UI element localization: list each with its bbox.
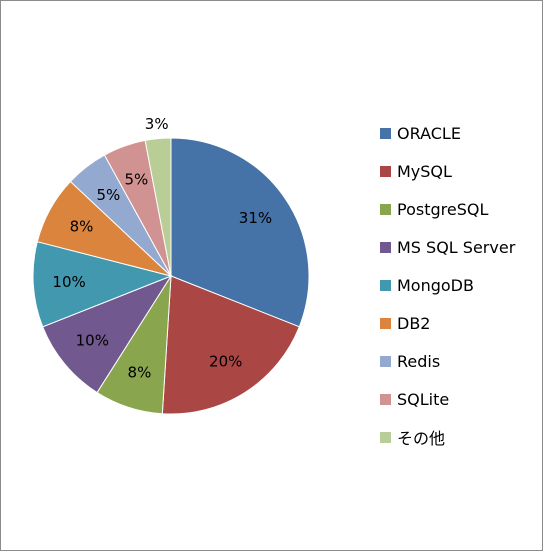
- data-label: 8%: [70, 217, 94, 235]
- legend-label: ORACLE: [397, 123, 461, 143]
- legend-swatch: [380, 241, 391, 253]
- legend: ORACLE MySQL PostgreSQL MS SQL Server Mo…: [380, 114, 515, 456]
- data-label: 5%: [125, 170, 149, 188]
- legend-label: PostgreSQL: [397, 199, 489, 219]
- legend-item-oracle: ORACLE: [380, 114, 515, 152]
- data-label: 10%: [76, 332, 109, 350]
- data-label: 31%: [239, 209, 272, 227]
- data-label: 10%: [52, 273, 85, 291]
- legend-swatch: [380, 279, 391, 291]
- legend-item-other: その他: [380, 418, 515, 456]
- legend-label: DB2: [397, 313, 431, 333]
- pie-slice: [42, 274, 173, 394]
- legend-label: MongoDB: [397, 275, 474, 295]
- legend-item-sqlite: SQLite: [380, 380, 515, 418]
- legend-item-redis: Redis: [380, 342, 515, 380]
- pie-slice: [144, 137, 172, 277]
- legend-label: MySQL: [397, 161, 452, 181]
- legend-label: その他: [397, 429, 446, 448]
- pie-slice: [170, 137, 310, 328]
- legend-swatch: [380, 165, 391, 177]
- data-label: 5%: [97, 186, 121, 204]
- legend-item-mysql: MySQL: [380, 152, 515, 190]
- data-label: 3%: [145, 115, 169, 133]
- pie-slice: [32, 241, 173, 328]
- legend-swatch: [380, 355, 391, 367]
- pie-slice: [161, 275, 300, 415]
- legend-label: SQLite: [397, 389, 450, 409]
- legend-label: MS SQL Server: [397, 237, 516, 257]
- legend-swatch: [380, 203, 391, 215]
- legend-swatch: [380, 431, 391, 443]
- legend-item-postgresql: PostgreSQL: [380, 190, 515, 228]
- legend-label: Redis: [397, 351, 441, 371]
- legend-swatch: [380, 393, 391, 405]
- legend-swatch: [380, 127, 391, 139]
- legend-item-db2: DB2: [380, 304, 515, 342]
- data-label: 20%: [209, 353, 242, 371]
- legend-item-mongodb: MongoDB: [380, 266, 515, 304]
- legend-swatch: [380, 317, 391, 329]
- legend-item-mssqlserver: MS SQL Server: [380, 228, 515, 266]
- data-label: 8%: [128, 364, 152, 382]
